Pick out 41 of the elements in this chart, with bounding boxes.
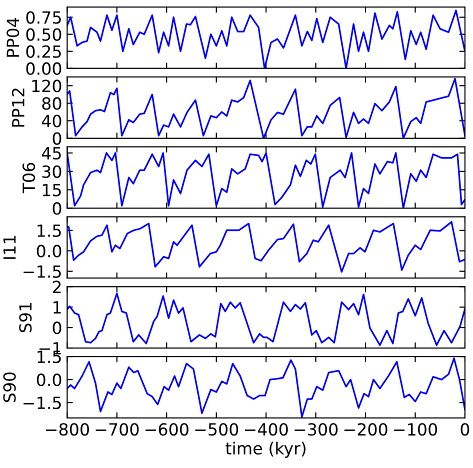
y-axis-title: I11 [3,236,16,259]
x-tick-label: 0 [460,423,470,436]
y-tick-label: 40 [42,114,62,128]
x-axis-title: time (kyr) [226,442,306,458]
x-tick-label: −400 [244,423,288,436]
y-tick-label: 1 [54,301,61,314]
line-series [67,292,465,346]
y-tick-label: 0.75 [26,11,61,24]
y-tick-label: 120 [32,80,62,92]
y-axis-title: PP12 [12,88,24,127]
x-tick-label: −700 [96,423,139,436]
line-series [67,221,465,273]
y-tick-label: 0.50 [26,28,62,41]
y-tick-label: 0.0 [36,244,62,258]
x-tick-label: −500 [195,423,238,436]
x-tick-label: −600 [145,423,188,436]
y-tick-label: 0 [52,322,62,334]
y-tick-label: 0 [52,202,62,215]
y-tick-label: 0.00 [26,62,62,75]
y-axis-title: T06 [22,162,36,194]
y-tick-label: 2 [52,280,61,294]
y-tick-label: 15 [42,184,61,196]
line-series [67,78,465,138]
y-tick-label: −1.5 [24,396,61,410]
y-tick-label: 80 [42,97,62,110]
x-tick-label: −200 [344,423,388,436]
y-axis-title: PP04 [6,18,20,57]
line-series [67,10,465,68]
y-tick-label: −1.5 [24,265,61,278]
y-tick-label: 30 [42,165,62,178]
x-tick-label: −100 [394,423,438,436]
y-tick-label: 0 [52,132,62,145]
y-tick-label: 45 [42,147,61,160]
x-tick-label: −300 [294,423,338,436]
y-tick-label: 0.25 [26,45,61,58]
y-axis-title: S91 [19,302,32,332]
y-tick-label: 0.0 [36,374,62,386]
y-axis-title: S90 [3,372,16,402]
x-tick-label: −800 [46,423,89,436]
y-tick-label: 1.5 [38,224,61,237]
line-series [67,357,465,418]
